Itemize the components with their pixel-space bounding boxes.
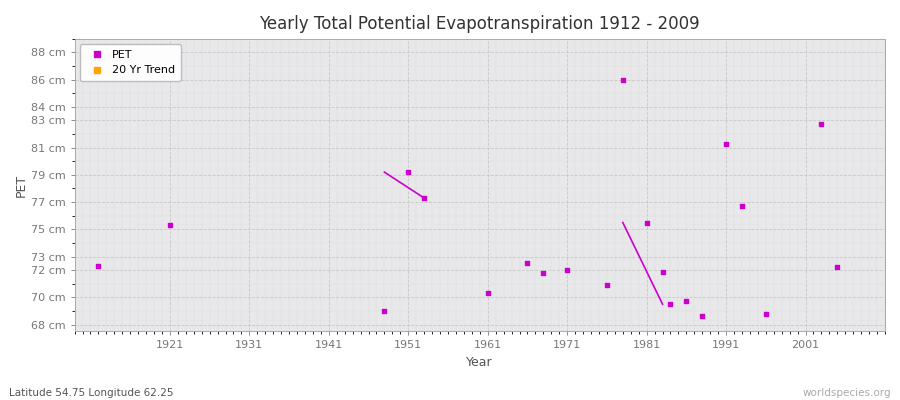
PET [734, 203, 749, 209]
PET [663, 301, 678, 307]
PET [599, 282, 614, 288]
PET [377, 308, 392, 314]
Y-axis label: PET: PET [15, 174, 28, 197]
PET [719, 140, 733, 147]
PET [417, 195, 431, 201]
X-axis label: Year: Year [466, 356, 493, 369]
PET [481, 290, 495, 296]
PET [655, 268, 670, 275]
PET [759, 310, 773, 317]
Title: Yearly Total Potential Evapotranspiration 1912 - 2009: Yearly Total Potential Evapotranspiratio… [259, 15, 700, 33]
Legend: PET, 20 Yr Trend: PET, 20 Yr Trend [80, 44, 181, 81]
PET [616, 76, 630, 83]
PET [163, 222, 177, 228]
Text: worldspecies.org: worldspecies.org [803, 388, 891, 398]
PET [639, 219, 653, 226]
Text: Latitude 54.75 Longitude 62.25: Latitude 54.75 Longitude 62.25 [9, 388, 174, 398]
PET [536, 270, 551, 276]
PET [695, 313, 709, 320]
PET [401, 169, 416, 175]
PET [814, 121, 829, 128]
PET [560, 267, 574, 273]
PET [91, 263, 105, 269]
PET [680, 298, 694, 305]
PET [830, 264, 844, 271]
PET [520, 260, 535, 266]
